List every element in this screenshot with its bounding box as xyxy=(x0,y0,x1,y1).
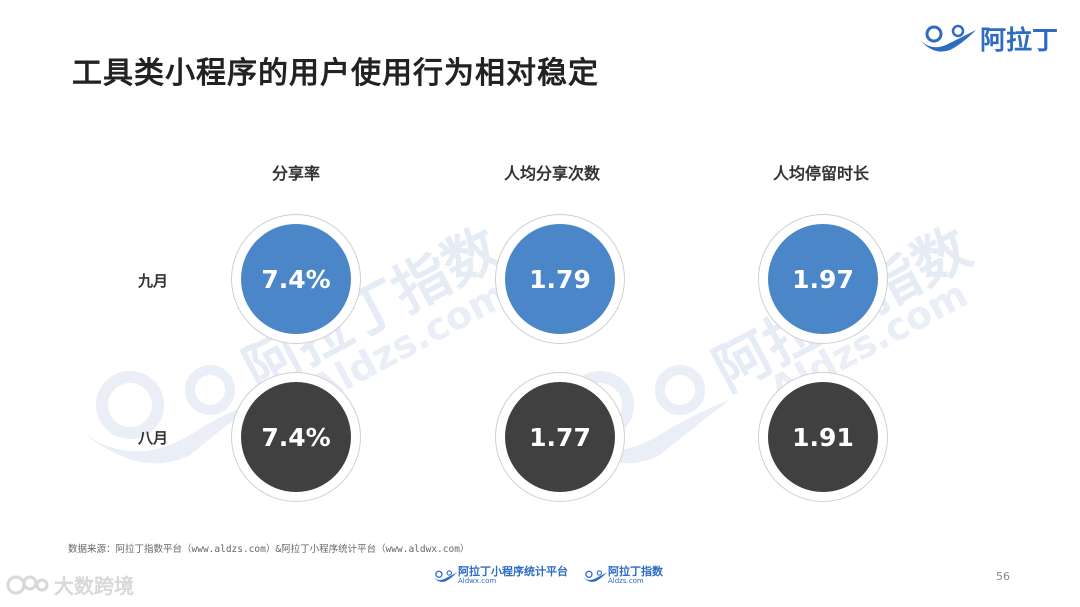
corner-logo-icon xyxy=(6,575,49,594)
footer-logo-aldwx: 阿拉丁小程序统计平台 Aldwx.com xyxy=(432,566,568,585)
metric-circle-sep-share-rate: 7.4% xyxy=(231,214,361,344)
metric-value: 7.4% xyxy=(241,224,351,334)
footer-logo-aldwx-name: 阿拉丁小程序统计平台 xyxy=(458,565,568,578)
row-label-august: 八月 xyxy=(137,429,168,447)
data-source: 数据来源：阿拉丁指数平台（www.aldzs.com）&阿拉丁小程序统计平台（w… xyxy=(68,544,470,555)
aladdin-lamp-icon xyxy=(920,24,976,52)
brand-logo: 阿拉丁 xyxy=(918,18,1068,58)
footer-logo-aldzs-name: 阿拉丁指数 xyxy=(608,565,663,578)
corner-watermark-text: 大数跨境 xyxy=(54,574,134,598)
footer-logo-aldwx-url: Aldwx.com xyxy=(458,577,497,585)
page-title: 工具类小程序的用户使用行为相对稳定 xyxy=(72,56,599,91)
column-header-avg-duration: 人均停留时长 xyxy=(772,164,869,183)
page-number: 56 xyxy=(996,570,1010,583)
metric-circle-sep-avg-duration: 1.97 xyxy=(758,214,888,344)
footer-logos: 阿拉丁小程序统计平台 Aldwx.com 阿拉丁指数 Aldzs.com xyxy=(432,566,663,585)
footer-logo-aldzs: 阿拉丁指数 Aldzs.com xyxy=(582,566,663,585)
aladdin-lamp-icon xyxy=(582,569,608,582)
corner-watermark: 大数跨境 xyxy=(6,570,134,599)
metric-value: 1.77 xyxy=(505,382,615,492)
metric-value: 1.79 xyxy=(505,224,615,334)
metric-circle-aug-share-rate: 7.4% xyxy=(231,372,361,502)
metric-value: 7.4% xyxy=(241,382,351,492)
column-header-avg-shares: 人均分享次数 xyxy=(503,164,600,183)
aladdin-lamp-icon xyxy=(432,569,458,582)
footer-logo-aldzs-url: Aldzs.com xyxy=(608,577,644,585)
metric-circle-aug-avg-duration: 1.91 xyxy=(758,372,888,502)
column-header-share-rate: 分享率 xyxy=(271,164,320,183)
metric-value: 1.91 xyxy=(768,382,878,492)
brand-name: 阿拉丁 xyxy=(980,25,1059,56)
row-label-september: 九月 xyxy=(137,272,168,290)
metric-value: 1.97 xyxy=(768,224,878,334)
metric-circle-aug-avg-shares: 1.77 xyxy=(495,372,625,502)
metric-circle-sep-avg-shares: 1.79 xyxy=(495,214,625,344)
